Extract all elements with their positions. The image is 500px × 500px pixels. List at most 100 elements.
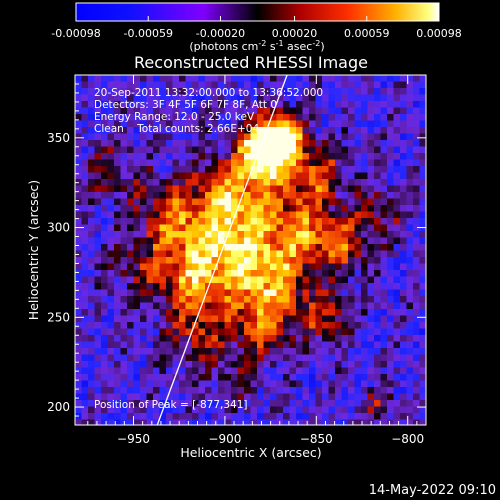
heatmap-cell <box>387 185 395 193</box>
heatmap-cell <box>367 250 375 258</box>
heatmap-cell <box>146 328 154 336</box>
colorbar-tick-label: 0.00059 <box>344 27 390 40</box>
heatmap-cell <box>283 276 291 284</box>
heatmap-cell <box>367 211 375 219</box>
heatmap-cell <box>127 231 135 239</box>
heatmap-cell <box>172 101 180 109</box>
heatmap-cell <box>198 250 206 258</box>
heatmap-cell <box>107 237 115 245</box>
heatmap-cell <box>296 335 304 343</box>
heatmap-cell <box>309 153 317 161</box>
heatmap-cell <box>192 328 200 336</box>
heatmap-cell <box>179 250 187 258</box>
heatmap-cell <box>387 75 395 83</box>
heatmap-cell <box>231 101 239 109</box>
heatmap-cell <box>361 413 369 421</box>
heatmap-cell <box>413 328 421 336</box>
heatmap-cell <box>263 218 271 226</box>
heatmap-cell <box>322 244 330 252</box>
heatmap-cell <box>120 341 128 349</box>
heatmap-cell <box>393 309 401 317</box>
heatmap-cell <box>101 211 109 219</box>
heatmap-cell <box>172 309 180 317</box>
heatmap-cell <box>328 367 336 375</box>
heatmap-cell <box>348 140 356 148</box>
heatmap-cell <box>361 289 369 297</box>
heatmap-cell <box>120 107 128 115</box>
heatmap-cell <box>406 296 414 304</box>
heatmap-cell <box>257 328 265 336</box>
heatmap-cell <box>380 94 388 102</box>
heatmap-cell <box>211 257 219 265</box>
heatmap-cell <box>380 198 388 206</box>
heatmap-cell <box>296 413 304 421</box>
heatmap-cell <box>140 374 148 382</box>
heatmap-cell <box>367 328 375 336</box>
heatmap-cell <box>166 114 174 122</box>
heatmap-cell <box>192 322 200 330</box>
heatmap-cell <box>231 166 239 174</box>
heatmap-cell <box>133 211 141 219</box>
heatmap-cell <box>133 198 141 206</box>
heatmap-cell <box>218 367 226 375</box>
heatmap-cell <box>289 263 297 271</box>
heatmap-cell <box>237 237 245 245</box>
heatmap-cell <box>348 107 356 115</box>
heatmap-cell <box>205 133 213 141</box>
heatmap-cell <box>380 75 388 83</box>
heatmap-cell <box>172 166 180 174</box>
heatmap-cell <box>133 309 141 317</box>
heatmap-cell <box>289 387 297 395</box>
heatmap-cell <box>159 322 167 330</box>
heatmap-cell <box>179 224 187 232</box>
heatmap-cell <box>283 224 291 232</box>
heatmap-cell <box>185 419 193 425</box>
heatmap-cell <box>179 146 187 154</box>
heatmap-cell <box>309 237 317 245</box>
heatmap-cell <box>88 205 96 213</box>
heatmap-cell <box>114 348 122 356</box>
heatmap-cell <box>127 276 135 284</box>
heatmap-cell <box>419 179 426 187</box>
heatmap-cell <box>146 322 154 330</box>
heatmap-cell <box>335 328 343 336</box>
heatmap-cell <box>140 211 148 219</box>
heatmap-cell <box>120 328 128 336</box>
heatmap-cell <box>374 361 382 369</box>
heatmap-cell <box>328 192 336 200</box>
heatmap-cell <box>315 309 323 317</box>
heatmap-cell <box>335 120 343 128</box>
heatmap-cell <box>393 94 401 102</box>
heatmap-cell <box>393 133 401 141</box>
heatmap-cell <box>192 374 200 382</box>
heatmap-cell <box>322 302 330 310</box>
heatmap-cell <box>211 224 219 232</box>
heatmap-cell <box>166 179 174 187</box>
heatmap-cell <box>185 400 193 408</box>
heatmap-cell <box>231 127 239 135</box>
heatmap-cell <box>81 205 89 213</box>
heatmap-cell <box>107 75 115 83</box>
heatmap-cell <box>387 237 395 245</box>
heatmap-cell <box>198 166 206 174</box>
heatmap-cell <box>354 127 362 135</box>
heatmap-cell <box>406 309 414 317</box>
heatmap-cell <box>270 101 278 109</box>
heatmap-cell <box>263 348 271 356</box>
heatmap-cell <box>224 296 232 304</box>
heatmap-cell <box>192 185 200 193</box>
heatmap-cell <box>159 75 167 83</box>
heatmap-cell <box>88 127 96 135</box>
heatmap-cell <box>354 257 362 265</box>
heatmap-cell <box>120 237 128 245</box>
heatmap-cell <box>237 309 245 317</box>
heatmap-cell <box>140 231 148 239</box>
heatmap-cell <box>419 257 426 265</box>
heatmap-cell <box>276 367 284 375</box>
heatmap-cell <box>354 419 362 425</box>
heatmap-cell <box>250 380 258 388</box>
heatmap-cell <box>146 400 154 408</box>
heatmap-cell <box>159 140 167 148</box>
heatmap-cell <box>250 400 258 408</box>
heatmap-cell <box>367 140 375 148</box>
